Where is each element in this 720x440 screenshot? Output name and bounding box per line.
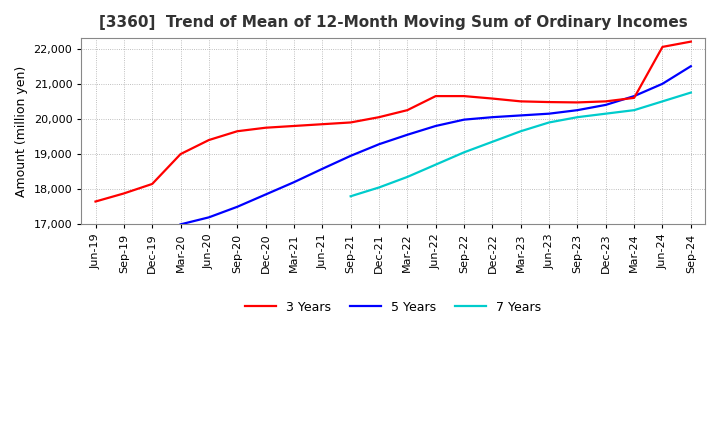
5 Years [318,166,327,172]
3 Years [630,95,639,100]
5 Years [516,113,525,118]
3 Years [318,121,327,127]
3 Years [148,181,156,187]
7 Years [545,120,554,125]
5 Years [545,111,554,116]
5 Years [658,81,667,86]
3 Years [545,99,554,105]
3 Years [658,44,667,50]
5 Years [488,114,497,120]
3 Years [686,39,695,44]
3 Years [233,128,242,134]
5 Years [601,102,610,107]
3 Years [573,100,582,105]
3 Years [601,99,610,104]
7 Years [686,90,695,95]
Line: 5 Years: 5 Years [181,66,690,224]
7 Years [459,150,468,155]
3 Years [120,191,128,196]
7 Years [658,99,667,104]
5 Years [233,204,242,209]
5 Years [403,132,412,137]
3 Years [431,93,440,99]
7 Years [346,194,355,199]
3 Years [346,120,355,125]
3 Years [289,123,298,128]
Legend: 3 Years, 5 Years, 7 Years: 3 Years, 5 Years, 7 Years [240,296,546,319]
7 Years [403,174,412,180]
5 Years [289,180,298,185]
7 Years [601,111,610,116]
Y-axis label: Amount (million yen): Amount (million yen) [15,66,28,197]
5 Years [204,215,213,220]
3 Years [176,151,185,157]
5 Years [459,117,468,122]
3 Years [261,125,270,130]
5 Years [686,64,695,69]
3 Years [403,107,412,113]
7 Years [573,114,582,120]
5 Years [573,107,582,113]
7 Years [516,128,525,134]
5 Years [346,153,355,158]
5 Years [176,222,185,227]
5 Years [261,192,270,197]
7 Years [374,185,383,190]
5 Years [630,93,639,99]
7 Years [431,162,440,167]
3 Years [91,199,100,204]
5 Years [431,123,440,128]
7 Years [630,107,639,113]
3 Years [204,137,213,143]
Title: [3360]  Trend of Mean of 12-Month Moving Sum of Ordinary Incomes: [3360] Trend of Mean of 12-Month Moving … [99,15,688,30]
3 Years [459,93,468,99]
5 Years [374,142,383,147]
3 Years [516,99,525,104]
3 Years [488,96,497,101]
7 Years [488,139,497,144]
Line: 7 Years: 7 Years [351,92,690,196]
Line: 3 Years: 3 Years [96,42,690,202]
3 Years [374,114,383,120]
